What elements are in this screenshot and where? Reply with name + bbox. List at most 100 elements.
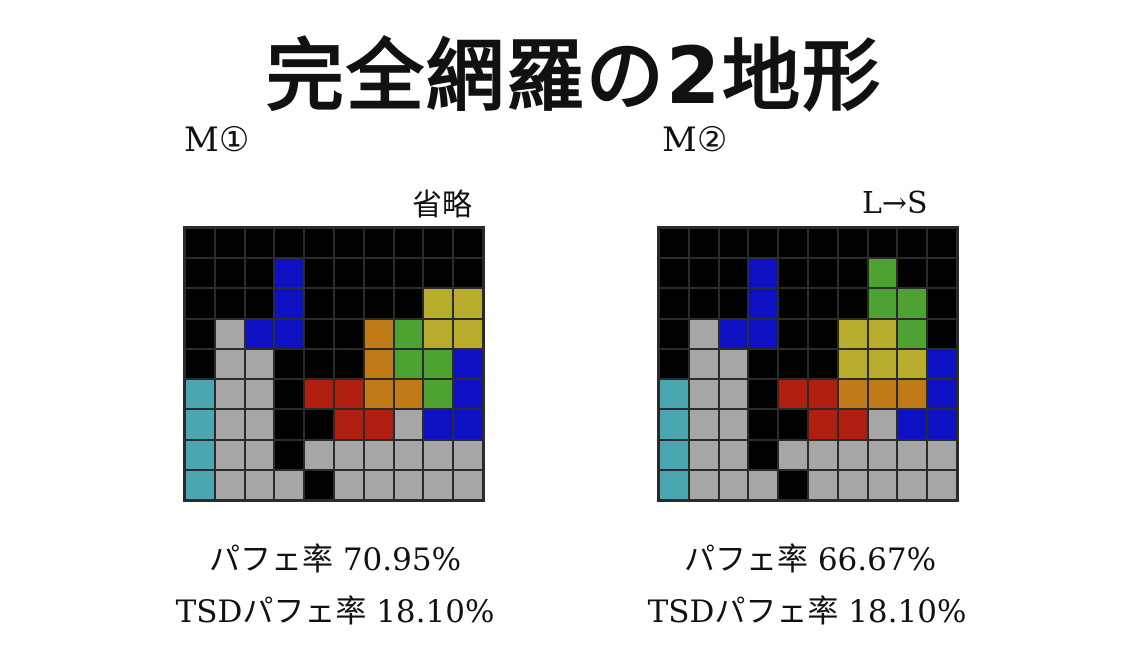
board-cell [808,380,837,409]
board-cell [245,440,274,469]
board-cell [186,380,214,409]
board-cell [689,259,718,288]
slide-title: 完全網羅の2地形 [265,32,883,122]
board-cell [394,319,423,348]
board-cell [749,410,778,439]
panel-2-pc-rate: パフェ率 66.67% [683,542,937,578]
board-cell [424,259,453,288]
board-cell [689,380,718,409]
board-cell [779,380,807,409]
board-cell [364,440,393,469]
board-cell [334,410,363,439]
board-cell [454,289,482,318]
board-cell [660,319,688,348]
board-cell [868,440,897,469]
board-cell [186,289,214,318]
board-cell [928,380,956,409]
board-cell [334,440,363,469]
board-cell [454,319,482,348]
board-cell [215,410,244,439]
board-cell [689,349,718,379]
board-cell [838,349,867,379]
board-cell [808,289,837,318]
panel-2-board [657,226,959,502]
board-cell [779,289,807,318]
board-cell [928,440,956,469]
board-cell [928,259,956,288]
board-cell [689,229,718,258]
board-cell [868,319,897,348]
board-cell [364,229,393,258]
board-cell [689,410,718,439]
board-cell [186,349,214,379]
board-cell [779,229,807,258]
board-cell [749,319,778,348]
board-cell [186,440,214,469]
board-cell [364,410,393,439]
board-cell [424,410,453,439]
board-cell [454,440,482,469]
board-cell [305,289,333,318]
board-cell [689,319,718,348]
panel-1-pc-rate: パフェ率 70.95% [208,542,462,578]
board-cell [186,319,214,348]
board-cell [394,349,423,379]
board-cell [838,259,867,288]
board-cell [215,259,244,288]
board-cell [838,289,867,318]
board-cell [424,289,453,318]
board-cell [334,349,363,379]
board-cell [808,259,837,288]
board-cell [186,470,214,499]
board-cell [779,259,807,288]
board-cell [245,289,274,318]
board-cell [245,470,274,499]
board-cell [424,319,453,348]
board-cell [454,470,482,499]
board-cell [215,289,244,318]
board-cell [749,229,778,258]
board-cell [215,440,244,469]
board-cell [186,229,214,258]
board-cell [275,319,304,348]
board-cell [424,349,453,379]
board-cell [719,319,748,348]
panel-2-label: M② [662,120,728,160]
board-cell [364,259,393,288]
board-cell [660,229,688,258]
board-cell [334,229,363,258]
board-cell [245,259,274,288]
board-cell [424,229,453,258]
board-cell [898,229,927,258]
panel-1-tsd-pc-rate: TSDパフェ率 18.10% [175,594,495,630]
board-cell [215,380,244,409]
board-cell [838,319,867,348]
board-cell [749,380,778,409]
board-cell [868,410,897,439]
board-cell [719,410,748,439]
board-cell [275,440,304,469]
board-cell [868,229,897,258]
board-cell [749,470,778,499]
board-cell [364,349,393,379]
board-cell [660,440,688,469]
board-cell [305,349,333,379]
board-cell [749,440,778,469]
board-cell [305,259,333,288]
board-cell [275,289,304,318]
board-cell [868,349,897,379]
board-cell [275,470,304,499]
board-cell [245,380,274,409]
panel-1-note: 省略 [412,188,472,223]
board-cell [454,410,482,439]
board-cell [689,440,718,469]
board-cell [305,470,333,499]
board-cell [275,229,304,258]
board-cell [749,349,778,379]
board-cell [898,410,927,439]
board-cell [245,349,274,379]
board-cell [215,349,244,379]
board-cell [245,319,274,348]
board-cell [660,410,688,439]
board-cell [749,289,778,318]
